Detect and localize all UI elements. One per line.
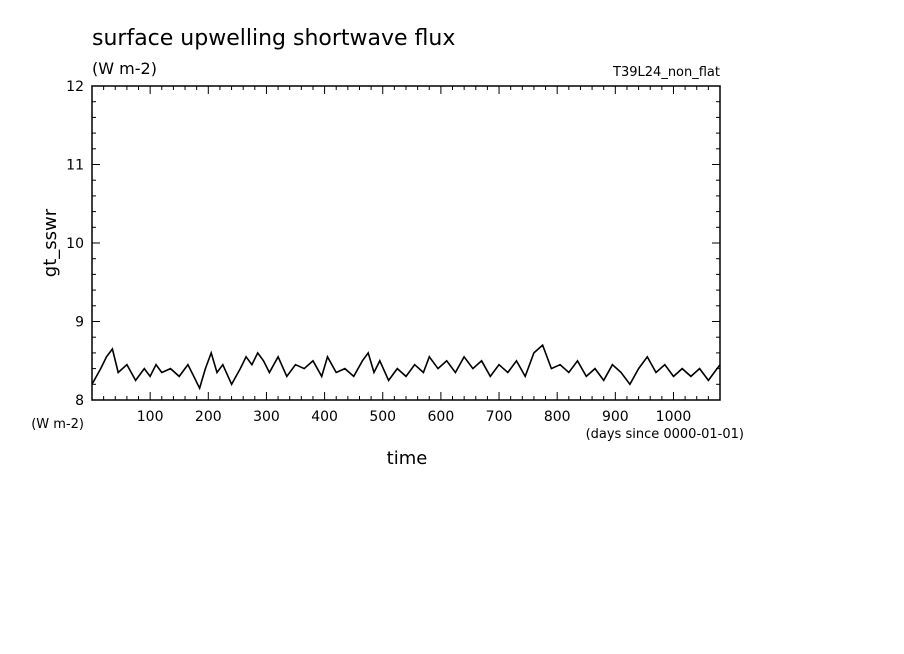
y-tick-label: 11	[66, 158, 84, 174]
x-tick-labels: 100 200 300 400 500 600 700 800 900 1000	[137, 409, 692, 425]
y-tick-label: 8	[75, 393, 84, 409]
x-tick-label: 300	[253, 409, 280, 425]
x-axis-units: (days since 0000-01-01)	[586, 427, 744, 442]
x-tick-label: 600	[428, 409, 455, 425]
y-tick-label: 12	[66, 79, 84, 95]
run-name-label: T39L24_non_flat	[612, 65, 720, 80]
y-tick-label: 9	[75, 315, 84, 331]
y-axis-label: gt_sswr	[40, 208, 61, 277]
x-axis-label: time	[387, 448, 428, 469]
title-units: (W m-2)	[92, 59, 157, 78]
x-tick-label: 500	[369, 409, 396, 425]
x-tick-label: 700	[486, 409, 513, 425]
axis-ticks	[92, 85, 720, 401]
x-tick-label: 900	[602, 409, 629, 425]
x-tick-label: 1000	[656, 409, 692, 425]
data-series-line	[91, 343, 721, 391]
x-tick-label: 800	[544, 409, 571, 425]
y-tick-label: 10	[66, 236, 84, 252]
y-tick-labels: 8 9 10 11 12	[66, 79, 84, 409]
x-tick-label: 200	[195, 409, 222, 425]
y-axis-units: (W m-2)	[31, 417, 84, 432]
plot-frame	[91, 85, 721, 401]
x-tick-label: 400	[311, 409, 338, 425]
chart-title: surface upwelling shortwave flux	[92, 26, 455, 51]
x-tick-label: 100	[137, 409, 164, 425]
